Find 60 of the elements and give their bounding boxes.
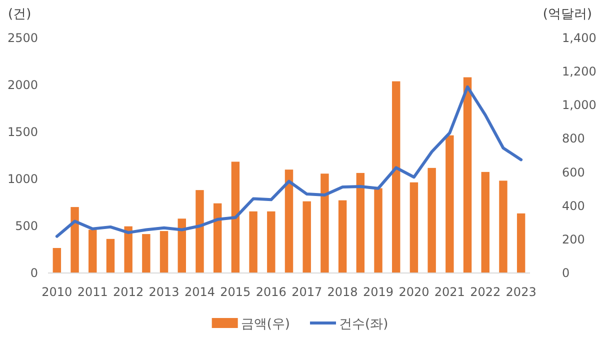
x-tick-label: 2018: [327, 285, 358, 299]
bar: [302, 201, 311, 273]
bar: [410, 182, 418, 273]
x-tick-label: 2021: [434, 285, 465, 299]
y2-tick-label: 600: [562, 165, 585, 180]
bar: [428, 168, 436, 273]
bar: [374, 188, 382, 273]
bar: [338, 200, 347, 273]
x-tick-label: 2015: [220, 285, 251, 299]
y2-tick-label: 1,000: [562, 98, 596, 112]
bar: [178, 218, 186, 273]
bar: [88, 230, 97, 273]
y-tick-label: 2000: [7, 78, 38, 92]
bar: [499, 180, 508, 273]
bar: [446, 135, 454, 273]
bar: [106, 238, 115, 273]
bar: [463, 77, 472, 273]
bar: [320, 174, 329, 273]
bar: [392, 81, 400, 273]
legend-label: 금액(우): [240, 317, 290, 332]
bar: [142, 234, 150, 273]
bar: [52, 248, 62, 273]
x-tick-label: 2017: [292, 285, 322, 299]
y-axis-title: (건): [8, 7, 32, 22]
bar: [160, 231, 168, 273]
y-tick-label: 2500: [7, 31, 38, 45]
bar: [213, 203, 222, 273]
x-tick-label: 2019: [362, 285, 394, 299]
y-tick-label: 0: [30, 266, 38, 280]
x-tick-label: 2016: [256, 285, 286, 299]
y-tick-label: 500: [15, 219, 38, 233]
bar: [481, 172, 490, 273]
y2-tick-label: 400: [562, 198, 585, 213]
bar: [356, 172, 365, 273]
y-tick-label: 1500: [7, 125, 38, 139]
x-tick-label: 2022: [470, 285, 501, 299]
y2-axis-title: (억달러): [542, 7, 592, 22]
bar: [124, 226, 132, 273]
bar: [516, 213, 526, 273]
legend-label: 건수(좌): [339, 317, 388, 332]
x-tick-label: 2013: [148, 285, 180, 299]
x-tick-label: 2023: [506, 285, 536, 299]
bar: [231, 162, 240, 273]
bar: [70, 207, 79, 273]
x-tick-label: 2010: [42, 285, 72, 299]
x-tick-label: 2011: [77, 285, 108, 299]
bar: [249, 211, 258, 273]
x-tick-label: 2012: [113, 285, 144, 299]
bar: [196, 190, 204, 273]
y2-tick-label: 1,200: [562, 64, 596, 79]
line-series: [55, 85, 523, 238]
y2-tick-label: 0: [562, 266, 570, 280]
y-tick-label: 1000: [7, 172, 38, 186]
bar: [267, 211, 276, 273]
x-tick-label: 2014: [184, 285, 216, 299]
y2-tick-label: 800: [562, 132, 585, 146]
y2-tick-label: 200: [562, 232, 585, 246]
bar: [284, 170, 294, 273]
x-tick-label: 2020: [398, 285, 430, 299]
y2-tick-label: 1,400: [562, 31, 596, 45]
